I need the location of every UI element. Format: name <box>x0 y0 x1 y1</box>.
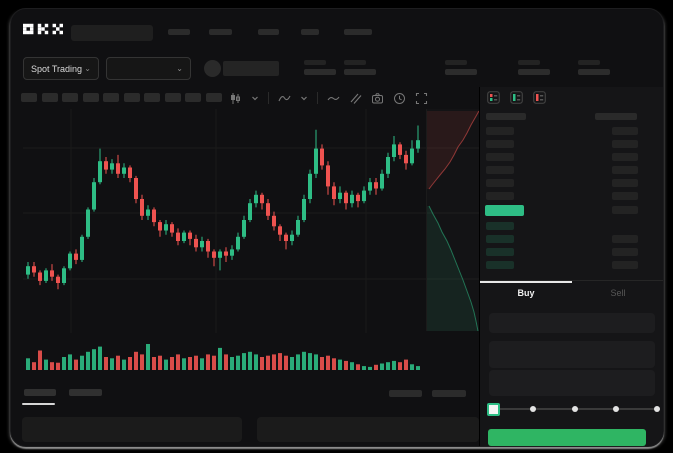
stat-value-placeholder <box>518 69 550 75</box>
coin-icon-placeholder <box>204 60 221 77</box>
tab-sell[interactable]: Sell <box>610 288 626 298</box>
orders-panel-placeholder <box>257 417 479 442</box>
panel-divider <box>480 280 663 281</box>
last-price-pill[interactable] <box>485 205 524 216</box>
chevron-down-icon[interactable] <box>251 94 259 102</box>
stat-value-placeholder <box>445 69 477 75</box>
stat-label-placeholder <box>344 60 366 65</box>
stat-label-placeholder <box>578 60 600 65</box>
slider-step-dot[interactable] <box>530 406 537 412</box>
timeframe-button-placeholder[interactable] <box>164 93 181 102</box>
timeframe-button-placeholder[interactable] <box>123 93 140 102</box>
ask-price-placeholder <box>486 140 514 148</box>
bid-amount-placeholder <box>612 261 638 269</box>
orderbook-trade-panel: Buy Sell <box>479 87 663 446</box>
pair-select[interactable]: ⌄ <box>106 57 191 80</box>
buy-submit-button[interactable] <box>488 429 646 446</box>
slider-step-dot[interactable] <box>571 406 578 412</box>
orderbook-header-right-placeholder <box>595 113 637 120</box>
price-input-placeholder[interactable] <box>489 313 655 333</box>
nav-item-placeholder[interactable] <box>168 29 190 35</box>
ask-price-placeholder <box>486 179 514 187</box>
stat-value-placeholder <box>304 69 336 75</box>
book-bids-icon[interactable] <box>510 91 523 104</box>
chevron-down-icon: ⌄ <box>84 63 91 73</box>
book-both-icon[interactable] <box>487 91 500 104</box>
timeframe-button-placeholder[interactable] <box>144 93 160 102</box>
timeframe-button-placeholder[interactable] <box>82 93 99 102</box>
timeframe-button-placeholder[interactable] <box>103 93 119 102</box>
ask-amount-placeholder <box>612 179 638 187</box>
camera-icon[interactable] <box>371 92 384 105</box>
ask-amount-placeholder <box>612 166 638 174</box>
bid-price-placeholder <box>486 222 514 230</box>
ask-amount-placeholder <box>612 153 638 161</box>
tab-buy[interactable]: Buy <box>480 281 572 303</box>
price-row-amount-placeholder <box>612 206 638 214</box>
nav-item-placeholder[interactable] <box>258 29 279 35</box>
timeframe-button-placeholder[interactable] <box>62 93 78 102</box>
ask-price-placeholder <box>486 127 514 135</box>
depth-overlay-chart[interactable] <box>426 109 480 331</box>
chevron-down-icon: ⌄ <box>176 63 183 73</box>
timeframe-button-placeholder[interactable] <box>41 93 58 102</box>
amount-input-placeholder[interactable] <box>489 341 655 368</box>
market-type-label: Spot Trading <box>31 63 83 74</box>
stat-value-placeholder <box>578 69 610 75</box>
ask-amount-placeholder <box>612 127 638 135</box>
interval-clock-icon[interactable] <box>393 92 406 105</box>
nav-item-placeholder[interactable] <box>209 29 232 35</box>
toolbar-separator <box>317 92 318 104</box>
stat-value-placeholder <box>344 69 376 75</box>
drawing-tools-icon[interactable] <box>349 92 362 105</box>
bottom-tab-placeholder[interactable] <box>69 389 102 396</box>
ask-price-placeholder <box>486 192 514 200</box>
active-tab-underline <box>22 403 55 405</box>
slider-step-dot[interactable] <box>654 406 660 412</box>
toolbar-separator <box>268 92 269 104</box>
ask-price-placeholder <box>486 153 514 161</box>
orderbook-header-left-placeholder <box>486 113 526 120</box>
ask-amount-placeholder <box>612 140 638 148</box>
stat-label-placeholder <box>304 60 326 65</box>
okx-logo[interactable] <box>23 23 63 35</box>
bid-price-placeholder <box>486 261 514 269</box>
timeframe-button-placeholder[interactable] <box>205 93 222 102</box>
bid-amount-placeholder <box>612 248 638 256</box>
slider-step-dot[interactable] <box>612 406 619 412</box>
bottom-action-placeholder[interactable] <box>389 390 422 397</box>
slider-handle[interactable] <box>487 403 500 416</box>
line-tool-icon[interactable] <box>327 92 340 105</box>
market-type-select[interactable]: Spot Trading ⌄ <box>23 57 99 80</box>
bottom-action-placeholder[interactable] <box>432 390 466 397</box>
timeframe-button-placeholder[interactable] <box>185 93 201 102</box>
nav-item-placeholder[interactable] <box>301 29 319 35</box>
orders-panel-placeholder <box>22 417 242 442</box>
ask-price-placeholder <box>486 166 514 174</box>
bid-amount-placeholder <box>612 235 638 243</box>
candle-chart-type-icon[interactable] <box>229 92 242 105</box>
indicators-icon[interactable] <box>278 92 291 105</box>
total-input-placeholder[interactable] <box>489 370 655 396</box>
stat-label-placeholder <box>518 60 540 65</box>
bid-price-placeholder <box>486 235 514 243</box>
ask-amount-placeholder <box>612 192 638 200</box>
fullscreen-icon[interactable] <box>415 92 428 105</box>
candlestick-chart[interactable] <box>23 109 479 333</box>
bid-price-placeholder <box>486 248 514 256</box>
stat-label-placeholder <box>445 60 467 65</box>
bottom-tab-placeholder[interactable] <box>24 389 56 396</box>
book-asks-icon[interactable] <box>533 91 546 104</box>
chart-toolbar-icons <box>229 91 428 105</box>
chevron-down-icon[interactable] <box>300 94 308 102</box>
device-frame: Spot Trading ⌄ ⌄ Buy <box>10 8 664 447</box>
volume-chart <box>26 344 420 370</box>
nav-item-placeholder[interactable] <box>344 29 372 35</box>
pair-name-placeholder <box>223 61 279 76</box>
search-placeholder[interactable] <box>71 25 153 41</box>
timeframe-button-placeholder[interactable] <box>21 93 37 102</box>
